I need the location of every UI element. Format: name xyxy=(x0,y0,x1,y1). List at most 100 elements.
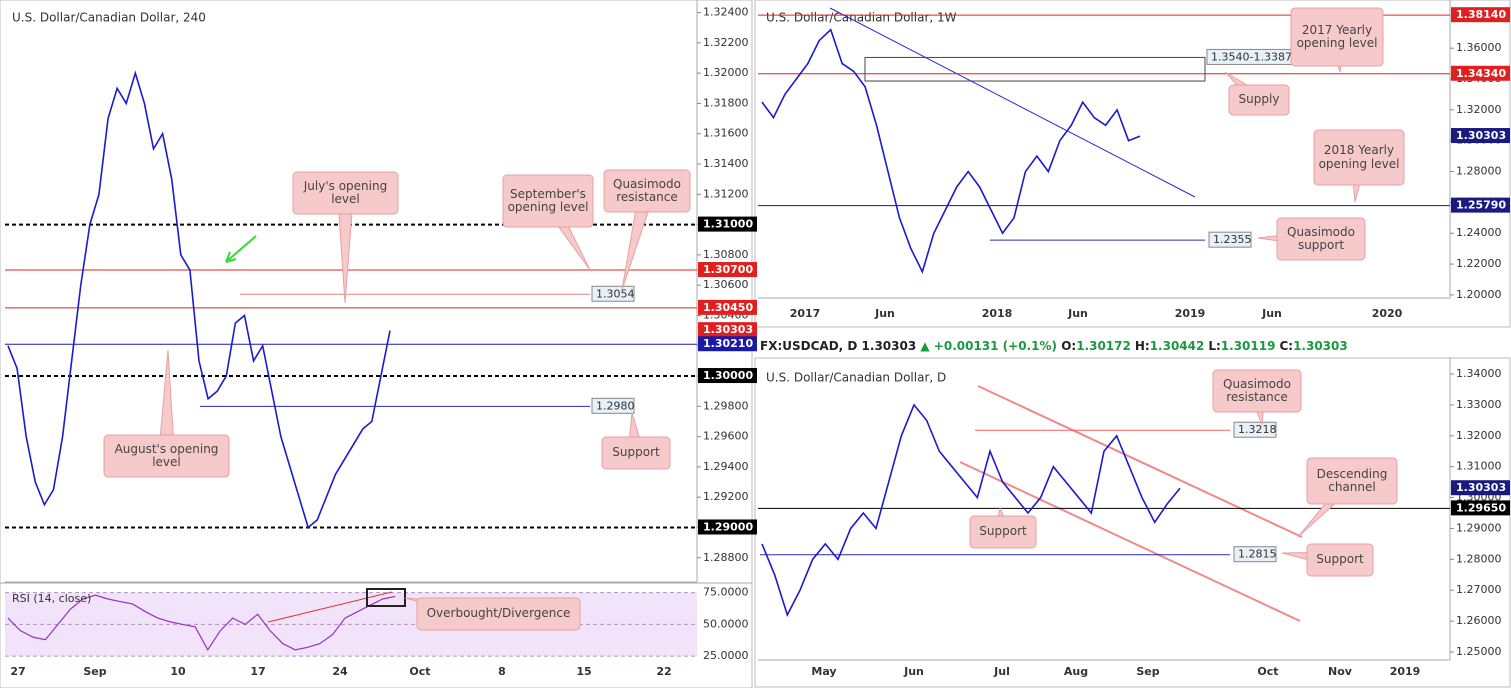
callout-text: Quasimodo resistance xyxy=(613,176,681,204)
x-tick-label: 10 xyxy=(170,665,186,678)
x-tick-label: 24 xyxy=(332,665,348,678)
level-label-box xyxy=(1233,421,1277,438)
y-tick-label: 1.22000 xyxy=(1456,257,1502,270)
price-label: 1.25790 xyxy=(1456,199,1506,212)
price-label-box xyxy=(698,262,757,278)
y-tick-label: 1.26000 xyxy=(1456,614,1502,627)
x-tick-label: May xyxy=(811,665,836,678)
x-tick-label: Nov xyxy=(1328,665,1353,678)
callout-box xyxy=(502,174,594,228)
indicator-name: RSI (14, close) xyxy=(12,592,91,605)
callout-text: August's opening level xyxy=(114,441,219,469)
callout: 2017 Yearly opening level xyxy=(1296,22,1378,50)
y-tick-label: 75.0000 xyxy=(703,586,749,599)
y-tick-label: 1.31200 xyxy=(703,187,749,200)
price-label-box xyxy=(698,336,757,352)
ohlc-key: C: xyxy=(1279,339,1294,353)
price-label-box xyxy=(1451,128,1510,144)
level-label: 1.3218 xyxy=(1238,423,1277,436)
price-label: 1.29000 xyxy=(703,520,753,533)
price-label-box xyxy=(1451,500,1510,516)
callout-text: 2017 Yearly opening level xyxy=(1296,22,1378,50)
y-tick-label: 1.29800 xyxy=(703,399,749,412)
y-tick-label: 1.31800 xyxy=(703,96,749,109)
price-line xyxy=(7,70,391,529)
zone-label: 1.3540-1.3387 xyxy=(1211,50,1292,63)
price-label: 1.30303 xyxy=(703,323,753,336)
price-label-box xyxy=(1451,7,1510,23)
symbol: FX:USDCAD, D xyxy=(760,339,858,353)
price-label-box xyxy=(698,216,757,232)
level-label: 1.2355 xyxy=(1213,233,1252,246)
callout-text: Quasimodo resistance xyxy=(1223,376,1291,404)
channel-line xyxy=(977,385,1303,538)
callout: July's opening level xyxy=(303,178,388,206)
y-tick-label: 1.32000 xyxy=(703,66,749,79)
price-label: 1.30000 xyxy=(703,369,753,382)
price-line xyxy=(761,28,1141,274)
callout-box xyxy=(1306,543,1374,577)
x-tick-label: Jun xyxy=(903,665,924,678)
callout-box xyxy=(416,597,581,631)
callout-box xyxy=(603,169,691,213)
y-tick-label: 1.24000 xyxy=(1456,226,1502,239)
callout: Support xyxy=(612,446,659,459)
callout-box xyxy=(292,171,399,215)
x-tick-label: 15 xyxy=(576,665,591,678)
channel-line xyxy=(959,461,1301,622)
price-label: 1.29650 xyxy=(1456,501,1506,514)
ohlc-key: L: xyxy=(1208,339,1221,353)
level-label-box xyxy=(1208,231,1252,248)
callout-text: Support xyxy=(979,524,1027,539)
change: ▲ +0.00131 (+0.1%) xyxy=(920,339,1057,353)
price-label: 1.30450 xyxy=(703,301,753,314)
price-label: 1.30303 xyxy=(1456,129,1506,142)
callout-box xyxy=(1276,217,1366,261)
chart-title: U.S. Dollar/Canadian Dollar, D xyxy=(766,371,946,385)
price-label-box xyxy=(698,299,757,315)
y-tick-label: 1.28800 xyxy=(703,551,749,564)
level-label: 1.2815 xyxy=(1238,548,1277,561)
x-tick-label: 2017 xyxy=(790,307,821,320)
chart-title: U.S. Dollar/Canadian Dollar, 1W xyxy=(766,11,957,25)
y-tick-label: 25.0000 xyxy=(703,649,749,662)
level-label-box xyxy=(591,397,635,414)
price-label: 1.30210 xyxy=(703,337,753,350)
callout: August's opening level xyxy=(114,441,219,469)
callout-box xyxy=(1228,84,1290,116)
ohlc-value: 1.30442 xyxy=(1149,339,1205,353)
callout: Quasimodo support xyxy=(1287,225,1355,251)
x-tick-label: 27 xyxy=(10,665,25,678)
x-tick-label: Jun xyxy=(1067,307,1088,320)
ohlc-value: 1.30119 xyxy=(1220,339,1276,353)
x-tick-label: Sep xyxy=(1136,665,1159,678)
callout-text: Support xyxy=(1316,552,1364,567)
callout-text: Supply xyxy=(1238,92,1280,107)
x-tick-label: Jun xyxy=(1261,307,1282,320)
price-line xyxy=(761,403,1181,618)
ohlc-value: 1.30303 xyxy=(1293,339,1348,353)
chart-title: U.S. Dollar/Canadian Dollar, 240 xyxy=(12,11,206,25)
callout-box xyxy=(1290,7,1384,67)
y-tick-label: 1.25000 xyxy=(1456,645,1502,658)
panel-border xyxy=(754,0,1511,328)
callout-box xyxy=(1306,457,1398,505)
callout-text: Overbought/Divergence xyxy=(426,606,571,621)
x-tick-label: 17 xyxy=(250,665,265,678)
y-tick-label: 1.32200 xyxy=(703,36,749,49)
ohlc-value: 1.30172 xyxy=(1076,339,1131,353)
y-tick-label: 1.20000 xyxy=(1456,288,1502,301)
y-tick-label: 1.31400 xyxy=(703,157,749,170)
trend-line xyxy=(829,7,1196,198)
y-tick-label: 1.32400 xyxy=(703,6,749,19)
y-tick-label: 1.29600 xyxy=(703,430,749,443)
price-label-box xyxy=(698,519,757,535)
callout-text: July's opening level xyxy=(303,178,388,206)
callout: Overbought/Divergence xyxy=(426,606,571,621)
callout: Quasimodo resistance xyxy=(1223,376,1291,404)
y-tick-label: 1.32000 xyxy=(1456,103,1502,116)
level-label: 1.2980 xyxy=(596,399,635,412)
callout-box xyxy=(1313,129,1405,186)
y-tick-label: 1.30800 xyxy=(703,248,749,261)
